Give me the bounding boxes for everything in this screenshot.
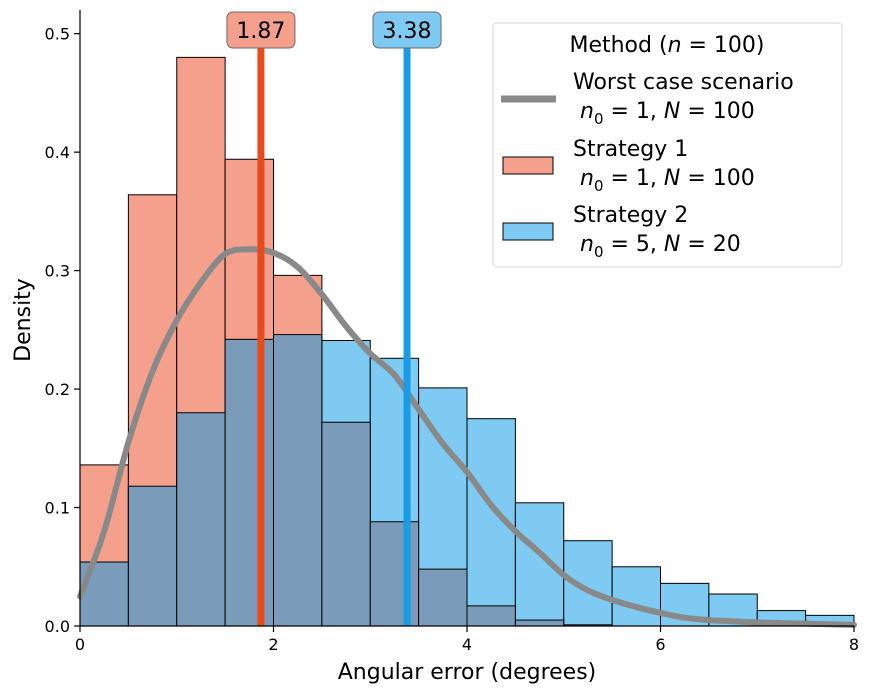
x-tick-label: 6: [655, 635, 665, 654]
y-tick-label: 0.4: [45, 143, 70, 162]
legend-strategy-1-swatch: [502, 156, 554, 175]
overlap-bar: [127, 485, 178, 627]
y-tick-label: 0.0: [45, 617, 70, 636]
mean-lines: 1.87 3.38: [226, 11, 442, 626]
y-tick-label: 0.1: [45, 499, 70, 518]
legend-worst-case-params: n0 = 1, N = 100: [580, 99, 755, 128]
overlap-bar: [369, 521, 420, 627]
y-tick-label: 0.5: [45, 25, 70, 44]
x-tick-label: 8: [849, 635, 859, 654]
legend-strategy-2-label: Strategy 2: [573, 203, 688, 228]
strategy-2-bar: [514, 502, 565, 627]
mean-label-box-1: [226, 11, 296, 49]
y-axis-title: Density: [11, 278, 36, 362]
overlap-bar: [273, 334, 323, 627]
x-axis-title: Angular error (degrees): [338, 660, 597, 685]
overlap-bar: [321, 421, 371, 627]
strategy-2-bar: [611, 566, 661, 627]
x-tick-label: 4: [462, 635, 472, 654]
overlap-bar: [466, 605, 516, 627]
legend: Method (n = 100) Worst case scenario n0 …: [492, 22, 843, 268]
strategy-2-bar: [563, 540, 613, 627]
legend-worst-case-label: Worst case scenario: [573, 70, 794, 95]
legend-strategy-1-params: n0 = 1, N = 100: [580, 166, 755, 195]
legend-box: [492, 22, 843, 268]
mean-label-box-2: [372, 11, 442, 49]
y-tick-label: 0.2: [45, 380, 70, 399]
legend-strategy-2-swatch: [502, 222, 554, 241]
axes: 0 2 4 6 8 0.0 0.1 0.2 0.3 0.4 0.5: [45, 10, 859, 654]
y-tick-label: 0.3: [45, 262, 70, 281]
legend-strategy-1-label: Strategy 1: [573, 137, 688, 162]
legend-strategy-2-params: n0 = 5, N = 20: [580, 232, 741, 261]
overlap-bar: [514, 619, 565, 627]
legend-title: Method (n = 100): [569, 33, 764, 58]
x-tick-label: 0: [75, 635, 85, 654]
overlap-bar: [224, 338, 274, 627]
x-tick-label: 2: [268, 635, 278, 654]
overlap-bar: [418, 568, 468, 627]
mean-label-2: 3.38: [383, 19, 432, 44]
worst-case-kde-line: [77, 246, 857, 628]
overlap-bars: [79, 334, 613, 627]
mean-label-1: 1.87: [236, 19, 285, 44]
overlap-bar: [176, 412, 226, 627]
